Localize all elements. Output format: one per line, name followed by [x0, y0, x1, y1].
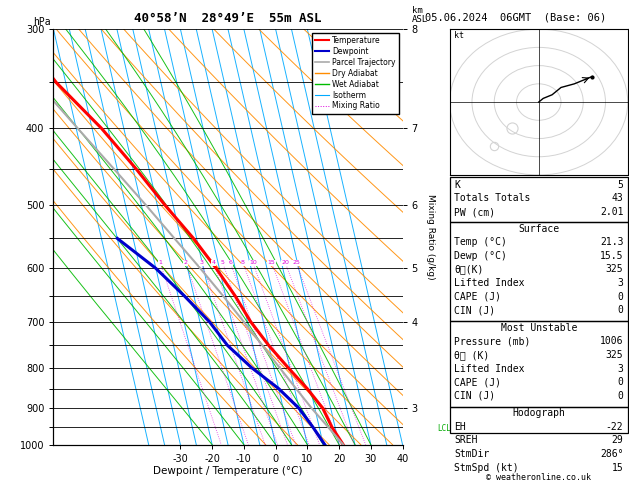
- Text: LCL: LCL: [437, 424, 451, 434]
- Text: 1: 1: [158, 260, 162, 265]
- Text: θᴁ (K): θᴁ (K): [454, 350, 489, 360]
- Text: CAPE (J): CAPE (J): [454, 292, 501, 302]
- Text: 25: 25: [292, 260, 300, 265]
- Text: 3: 3: [199, 260, 204, 265]
- Text: 40°58’N  28°49’E  55m ASL: 40°58’N 28°49’E 55m ASL: [134, 12, 322, 25]
- Text: 8: 8: [241, 260, 245, 265]
- Y-axis label: Mixing Ratio (g/kg): Mixing Ratio (g/kg): [425, 194, 435, 280]
- X-axis label: Dewpoint / Temperature (°C): Dewpoint / Temperature (°C): [153, 467, 303, 476]
- Text: K: K: [454, 180, 460, 190]
- Text: CIN (J): CIN (J): [454, 391, 495, 401]
- Text: 0: 0: [618, 377, 623, 387]
- Text: 286°: 286°: [600, 449, 623, 459]
- Text: 20: 20: [281, 260, 289, 265]
- Text: 2: 2: [184, 260, 188, 265]
- Text: Surface: Surface: [518, 224, 559, 234]
- Text: 15.5: 15.5: [600, 251, 623, 261]
- Text: 0: 0: [618, 292, 623, 302]
- Text: Most Unstable: Most Unstable: [501, 323, 577, 333]
- Text: 325: 325: [606, 264, 623, 275]
- Text: SREH: SREH: [454, 435, 477, 446]
- Text: km
ASL: km ASL: [412, 6, 428, 24]
- Text: kt: kt: [454, 31, 464, 40]
- Text: 5: 5: [618, 180, 623, 190]
- Text: Pressure (mb): Pressure (mb): [454, 336, 530, 347]
- Text: 3: 3: [618, 278, 623, 288]
- Text: PW (cm): PW (cm): [454, 207, 495, 217]
- Text: CAPE (J): CAPE (J): [454, 377, 501, 387]
- Text: StmDir: StmDir: [454, 449, 489, 459]
- Text: Totals Totals: Totals Totals: [454, 193, 530, 204]
- Text: 15: 15: [611, 463, 623, 473]
- Text: 3: 3: [618, 364, 623, 374]
- Text: 325: 325: [606, 350, 623, 360]
- Text: 2.01: 2.01: [600, 207, 623, 217]
- Text: 6: 6: [228, 260, 232, 265]
- Text: 05.06.2024  06GMT  (Base: 06): 05.06.2024 06GMT (Base: 06): [425, 12, 606, 22]
- Text: Temp (°C): Temp (°C): [454, 237, 507, 247]
- Text: 0: 0: [618, 305, 623, 315]
- Text: Lifted Index: Lifted Index: [454, 278, 525, 288]
- Text: CIN (J): CIN (J): [454, 305, 495, 315]
- Text: Lifted Index: Lifted Index: [454, 364, 525, 374]
- Text: Hodograph: Hodograph: [512, 408, 565, 418]
- Text: 29: 29: [611, 435, 623, 446]
- Text: 43: 43: [611, 193, 623, 204]
- Text: -22: -22: [606, 422, 623, 432]
- Text: 15: 15: [268, 260, 276, 265]
- Text: 5: 5: [221, 260, 225, 265]
- Text: 10: 10: [249, 260, 257, 265]
- Text: θᴁ(K): θᴁ(K): [454, 264, 484, 275]
- Text: StmSpd (kt): StmSpd (kt): [454, 463, 519, 473]
- Text: EH: EH: [454, 422, 466, 432]
- Text: Dewp (°C): Dewp (°C): [454, 251, 507, 261]
- Text: 0: 0: [618, 391, 623, 401]
- Text: © weatheronline.co.uk: © weatheronline.co.uk: [486, 473, 591, 482]
- Text: 1006: 1006: [600, 336, 623, 347]
- Legend: Temperature, Dewpoint, Parcel Trajectory, Dry Adiabat, Wet Adiabat, Isotherm, Mi: Temperature, Dewpoint, Parcel Trajectory…: [313, 33, 399, 114]
- Text: 4: 4: [211, 260, 215, 265]
- Text: hPa: hPa: [33, 17, 50, 27]
- Text: 21.3: 21.3: [600, 237, 623, 247]
